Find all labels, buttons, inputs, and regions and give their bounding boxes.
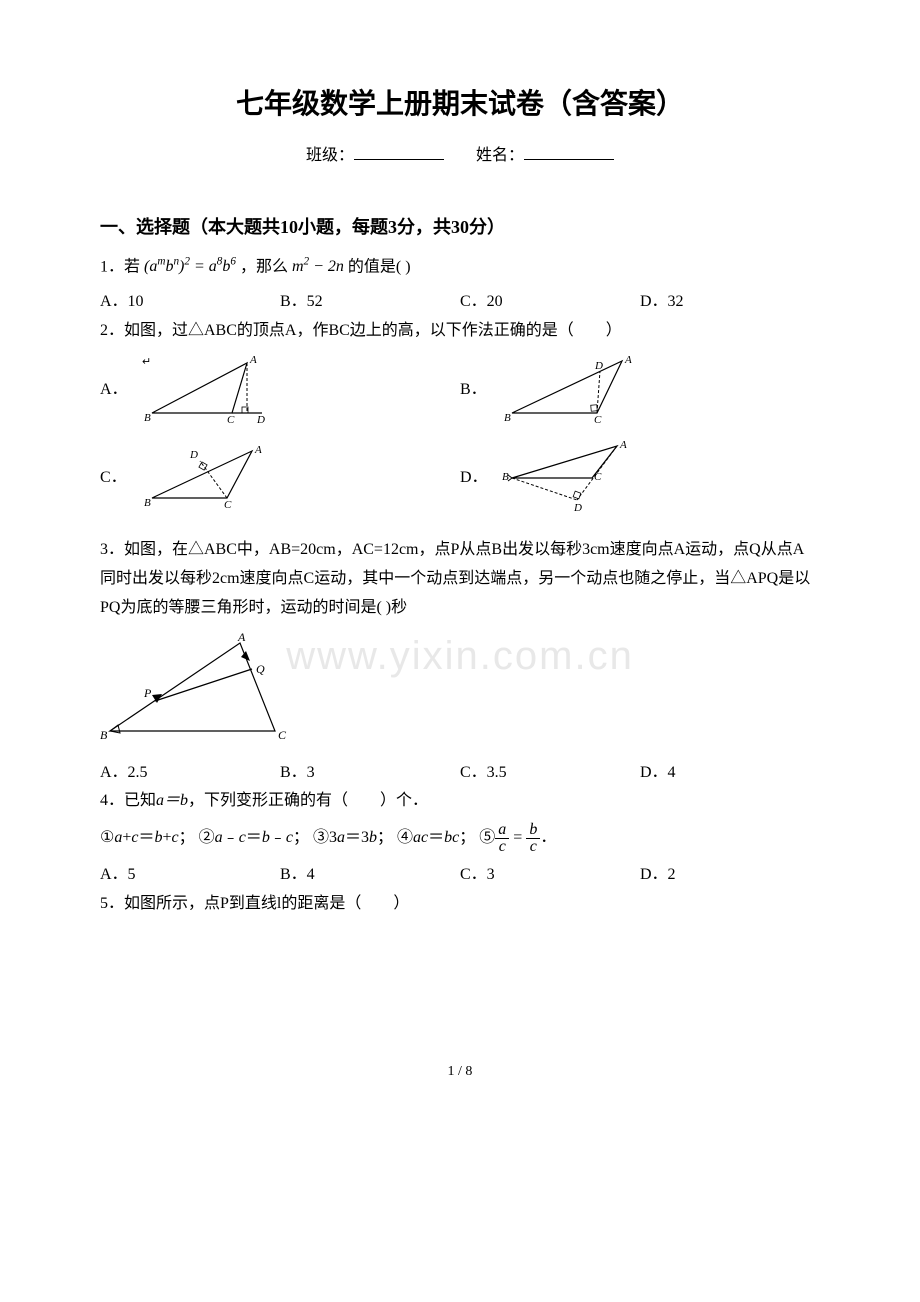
svg-text:A: A xyxy=(254,444,262,456)
q1-opt-c: C．20 xyxy=(460,288,640,317)
q2-label-d: D． xyxy=(460,464,488,493)
q2-fig-c: C． A B C D xyxy=(100,438,460,518)
triangle-d-icon: A B C D xyxy=(492,438,642,518)
triangle-a-icon: ↵ A B C D xyxy=(132,353,282,428)
svg-text:Q: Q xyxy=(256,662,265,676)
svg-text:B: B xyxy=(504,412,511,424)
q3-options: A．2.5 B．3 C．3.5 D．4 xyxy=(100,759,820,788)
q2-fig-b: B． A B C D xyxy=(460,353,820,428)
name-blank xyxy=(524,144,614,160)
q1-opt-b: B．52 xyxy=(280,288,460,317)
svg-text:A: A xyxy=(624,354,632,366)
q3-opt-b: B．3 xyxy=(280,759,460,788)
q1-prefix: 1．若 xyxy=(100,258,140,275)
q3-figure: A B C P Q xyxy=(100,631,820,751)
question-3: 3．如图，在△ABC中，AB=20cm，AC=12cm，点P从点B出发以每秒3c… xyxy=(100,536,820,622)
q2-label-c: C． xyxy=(100,464,128,493)
triangle-q3-icon: A B C P Q xyxy=(100,631,310,751)
svg-text:D: D xyxy=(573,502,582,514)
q3-opt-a: A．2.5 xyxy=(100,759,280,788)
svg-text:A: A xyxy=(619,439,627,451)
q4-options: A．5 B．4 C．3 D．2 xyxy=(100,861,820,890)
triangle-b-icon: A B C D xyxy=(492,353,642,428)
q4-opt-a: A．5 xyxy=(100,861,280,890)
q2-figures: A． ↵ A B C D B． A B C D C． xyxy=(100,353,820,528)
page-number: 1 / 8 xyxy=(100,1059,820,1084)
svg-text:D: D xyxy=(594,360,603,372)
svg-text:B: B xyxy=(502,471,509,483)
svg-text:B: B xyxy=(100,728,108,742)
q1-opt-d: D．32 xyxy=(640,288,820,317)
svg-text:A: A xyxy=(249,354,257,366)
section-1-heading: 一、选择题（本大题共10小题，每题3分，共30分） xyxy=(100,211,820,243)
q4-item-1: ①a+c＝b+c； xyxy=(100,829,195,846)
q4-eq: a＝b xyxy=(156,792,188,809)
q4-item-3: ③3a＝3b； xyxy=(313,829,393,846)
q4-mid: ，下列变形正确的有（ ）个． xyxy=(188,792,428,809)
q4-item-5: ⑤ac = bc． xyxy=(479,829,556,846)
q1-mid: ，那么 xyxy=(240,258,292,275)
q2-label-b: B． xyxy=(460,376,488,405)
q1-suffix: 的值是( ) xyxy=(348,258,411,275)
svg-text:D: D xyxy=(189,449,198,461)
q1-opt-a: A．10 xyxy=(100,288,280,317)
triangle-c-icon: A B C D xyxy=(132,443,282,513)
q2-label-a: A． xyxy=(100,376,128,405)
svg-text:B: B xyxy=(144,412,151,424)
q4-opt-c: C．3 xyxy=(460,861,640,890)
header-fields: 班级： 姓名： xyxy=(100,142,820,171)
question-4: 4．已知a＝b，下列变形正确的有（ ）个． xyxy=(100,787,820,816)
svg-text:C: C xyxy=(594,471,602,483)
q4-opt-b: B．4 xyxy=(280,861,460,890)
q4-item-4: ④ac＝bc； xyxy=(397,829,475,846)
q4-prefix: 4．已知 xyxy=(100,792,156,809)
page-title: 七年级数学上册期末试卷（含答案） xyxy=(100,80,820,130)
svg-text:↵: ↵ xyxy=(142,356,151,368)
q3-opt-d: D．4 xyxy=(640,759,820,788)
q1-formula-1: (ambn)2 = a8b6 xyxy=(144,258,236,275)
svg-text:D: D xyxy=(256,414,265,426)
svg-text:C: C xyxy=(594,414,602,426)
q4-opt-d: D．2 xyxy=(640,861,820,890)
svg-text:A: A xyxy=(237,631,246,644)
q4-item-2: ②a﹣c＝b﹣c； xyxy=(199,829,309,846)
q2-fig-d: D． A B C D xyxy=(460,438,820,518)
q1-options: A．10 B．52 C．20 D．32 xyxy=(100,288,820,317)
q1-formula-2: m2 − 2n xyxy=(292,258,344,275)
svg-text:P: P xyxy=(143,686,152,700)
class-blank xyxy=(354,144,444,160)
q3-opt-c: C．3.5 xyxy=(460,759,640,788)
svg-text:B: B xyxy=(144,497,151,509)
question-2: 2．如图，过△ABC的顶点A，作BC边上的高，以下作法正确的是（ ） xyxy=(100,317,820,346)
question-5: 5．如图所示，点P到直线l的距离是（ ） xyxy=(100,890,820,919)
name-label: 姓名： xyxy=(476,147,524,164)
svg-text:C: C xyxy=(278,728,287,742)
svg-text:C: C xyxy=(224,499,232,511)
class-label: 班级： xyxy=(306,147,354,164)
question-1: 1．若 (ambn)2 = a8b6 ，那么 m2 − 2n 的值是( ) xyxy=(100,252,820,282)
q2-fig-a: A． ↵ A B C D xyxy=(100,353,460,428)
svg-text:C: C xyxy=(227,414,235,426)
q4-items: ①a+c＝b+c； ②a﹣c＝b﹣c； ③3a＝3b； ④ac＝bc； ⑤ac … xyxy=(100,822,820,855)
